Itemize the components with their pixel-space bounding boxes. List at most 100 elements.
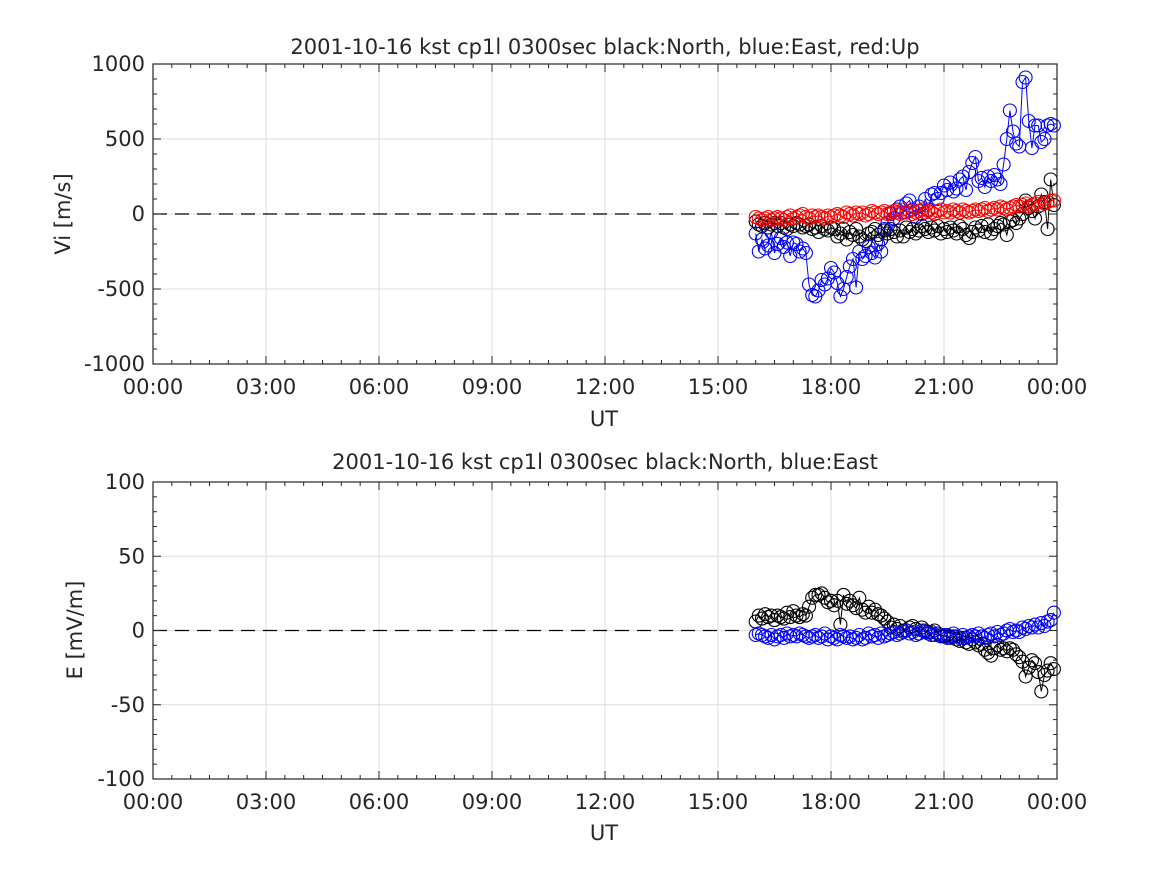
velocity-x-tick-labels: 00:00 03:00 06:00 09:00 12:00 15:00 18:00 21:00… — [123, 375, 1088, 399]
efield-x-tick-label: 00:00 — [123, 790, 184, 814]
velocity-panel: 2001-10-16 kst cp1l 0300sec black:North,… — [51, 35, 1087, 431]
velocity-x-tick-label: 21:00 — [914, 375, 975, 399]
efield-point-east — [808, 627, 823, 643]
velocity-point-east — [792, 244, 807, 259]
velocity-point-north — [977, 224, 992, 240]
velocity-point-east — [783, 248, 798, 264]
velocity-point-north — [940, 224, 955, 240]
efield-point-east — [1046, 605, 1061, 620]
velocity-x-tick-label: 18:00 — [801, 375, 862, 399]
efield-point-north — [767, 613, 782, 628]
velocity-point-up — [1037, 196, 1052, 211]
velocity-x-axis-label: UT — [590, 407, 618, 431]
velocity-point-east — [1034, 134, 1049, 150]
efield-x-tick-label: 18:00 — [801, 790, 862, 814]
efield-point-north — [1024, 653, 1039, 668]
efield-point-east — [987, 629, 1002, 644]
velocity-series-line-east — [755, 76, 1055, 299]
velocity-point-east — [940, 182, 955, 198]
velocity-point-east — [814, 272, 829, 288]
efield-y-tick-label: 50 — [118, 544, 145, 568]
efield-x-axis-label: UT — [590, 821, 618, 845]
velocity-point-east — [962, 164, 977, 180]
velocity-axes-box — [152, 63, 1058, 365]
efield-point-north — [839, 596, 854, 611]
efield-point-east — [1009, 623, 1024, 638]
velocity-x-tick-label: 03:00 — [236, 375, 297, 399]
velocity-point-east — [839, 269, 854, 285]
velocity-point-up — [817, 211, 832, 226]
efield-point-east — [958, 630, 974, 645]
efield-point-north — [798, 608, 813, 623]
velocity-point-east — [758, 241, 773, 256]
velocity-point-north — [990, 218, 1005, 234]
velocity-point-east — [952, 172, 967, 187]
velocity-point-up — [1046, 193, 1061, 208]
velocity-point-east — [990, 172, 1005, 187]
velocity-point-north — [849, 221, 864, 237]
velocity-y-tick-label: -1000 — [84, 352, 145, 376]
velocity-point-east — [858, 248, 873, 264]
velocity-point-east — [993, 176, 1008, 192]
velocity-point-up — [1034, 197, 1049, 213]
velocity-point-east — [795, 241, 810, 256]
efield-point-east — [820, 632, 835, 647]
velocity-point-north — [936, 221, 952, 237]
efield-x-tick-label: 09:00 — [462, 790, 523, 814]
efield-point-north — [1040, 663, 1055, 678]
efield-y-axis-label: E [mV/m] — [63, 581, 87, 680]
velocity-point-east — [1009, 136, 1024, 151]
velocity-point-east — [823, 260, 839, 276]
efield-point-north — [1031, 665, 1046, 680]
velocity-point-up — [980, 203, 996, 219]
efield-point-north — [1018, 669, 1033, 684]
velocity-point-east — [874, 244, 889, 259]
efield-x-tick-label: 21:00 — [914, 790, 975, 814]
velocity-y-tick-label: -500 — [97, 277, 145, 301]
efield-x-tick-label: 06:00 — [349, 790, 410, 814]
efield-y-tick-label: 0 — [132, 619, 145, 643]
efield-point-east — [871, 630, 886, 645]
velocity-point-north — [776, 220, 791, 235]
velocity-point-east — [980, 169, 996, 184]
velocity-point-east — [779, 235, 795, 250]
velocity-point-east — [871, 236, 886, 252]
velocity-point-east — [1002, 103, 1017, 118]
velocity-point-up — [1040, 194, 1055, 210]
efield-chart-title: 2001-10-16 kst cp1l 0300sec black:North,… — [332, 450, 878, 474]
velocity-x-tick-label: 15:00 — [688, 375, 749, 399]
efield-point-north — [1034, 684, 1049, 699]
velocity-y-tick-label: 1000 — [92, 52, 145, 76]
efield-point-north — [820, 595, 835, 610]
velocity-point-north — [1012, 211, 1027, 226]
efield-point-east — [914, 623, 930, 638]
efield-x-tick-label: 15:00 — [688, 790, 749, 814]
velocity-point-up — [914, 202, 930, 217]
efield-point-north — [792, 610, 807, 625]
velocity-point-east — [827, 265, 842, 280]
efield-point-north — [996, 641, 1011, 656]
velocity-point-east — [996, 157, 1011, 172]
velocity-point-east — [842, 259, 857, 274]
velocity-point-north — [902, 224, 917, 240]
efield-y-tick-labels: 100 50 0 -50 -100 — [97, 470, 145, 791]
velocity-point-north — [958, 227, 974, 243]
velocity-point-east — [1040, 118, 1055, 133]
velocity-point-east — [849, 280, 864, 295]
efield-point-north — [779, 605, 795, 620]
velocity-point-east — [1018, 70, 1033, 85]
velocity-y-axis-label: Vi [m/s] — [51, 173, 75, 254]
efield-point-north — [808, 587, 823, 602]
efield-point-north — [999, 644, 1014, 659]
efield-x-tick-label: 03:00 — [236, 790, 297, 814]
velocity-point-east — [958, 182, 974, 198]
efield-x-tick-label: 12:00 — [575, 790, 636, 814]
velocity-x-tick-label: 00:00 — [123, 375, 184, 399]
efield-x-tick-label: 00:00 — [1027, 790, 1088, 814]
efield-point-north — [811, 587, 826, 602]
velocity-point-east — [1015, 74, 1030, 90]
efield-point-east — [849, 630, 864, 645]
velocity-y-tick-label: 0 — [132, 202, 145, 226]
